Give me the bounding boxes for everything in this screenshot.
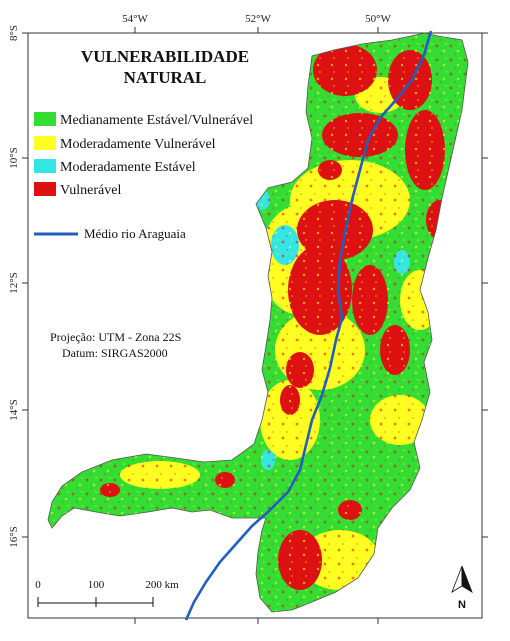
legend-swatch-moderadamente-vulneravel — [34, 136, 56, 150]
datum-text: Datum: SIRGAS2000 — [62, 346, 168, 360]
legend-label-moderadamente-vulneravel: Moderadamente Vulnerável — [60, 137, 216, 152]
legend-label-medianamente: Medianamente Estável/Vulnerável — [60, 113, 253, 128]
latitude-label-8s: 8°S — [8, 25, 20, 41]
araguaia-river — [184, 30, 433, 621]
latitude-label-14s: 14°S — [8, 399, 20, 421]
north-arrow-icon: N — [451, 565, 473, 611]
legend-river-label: Médio rio Araguaia — [84, 226, 186, 241]
latitude-label-10s: 10°S — [8, 147, 20, 169]
north-label: N — [458, 599, 466, 611]
map-title-line2: NATURAL — [124, 68, 207, 87]
frame-ticks — [22, 27, 488, 624]
legend-swatch-vulneravel — [34, 182, 56, 196]
legend-swatch-medianamente — [34, 112, 56, 126]
scale-bar: 0 100 200 km — [35, 579, 179, 607]
scale-label-200: 200 km — [145, 579, 179, 591]
longitude-label-52w: 52°W — [245, 13, 271, 25]
longitude-label-50w: 50°W — [365, 13, 391, 25]
region-outline — [47, 32, 469, 613]
projection-text: Projeção: UTM - Zona 22S — [50, 330, 181, 344]
scale-label-100: 100 — [88, 579, 105, 591]
legend-label-vulneravel: Vulnerável — [60, 183, 121, 198]
legend: Medianamente Estável/Vulnerável Moderada… — [34, 112, 253, 241]
legend-swatch-moderadamente-estavel — [34, 159, 56, 173]
latitude-label-16s: 16°S — [8, 526, 20, 548]
longitude-label-54w: 54°W — [122, 13, 148, 25]
latitude-label-12s: 12°S — [8, 272, 20, 294]
legend-label-moderadamente-estavel: Moderadamente Estável — [60, 160, 196, 175]
scale-label-0: 0 — [35, 579, 41, 591]
map-title-line1: VULNERABILIDADE — [81, 47, 249, 66]
